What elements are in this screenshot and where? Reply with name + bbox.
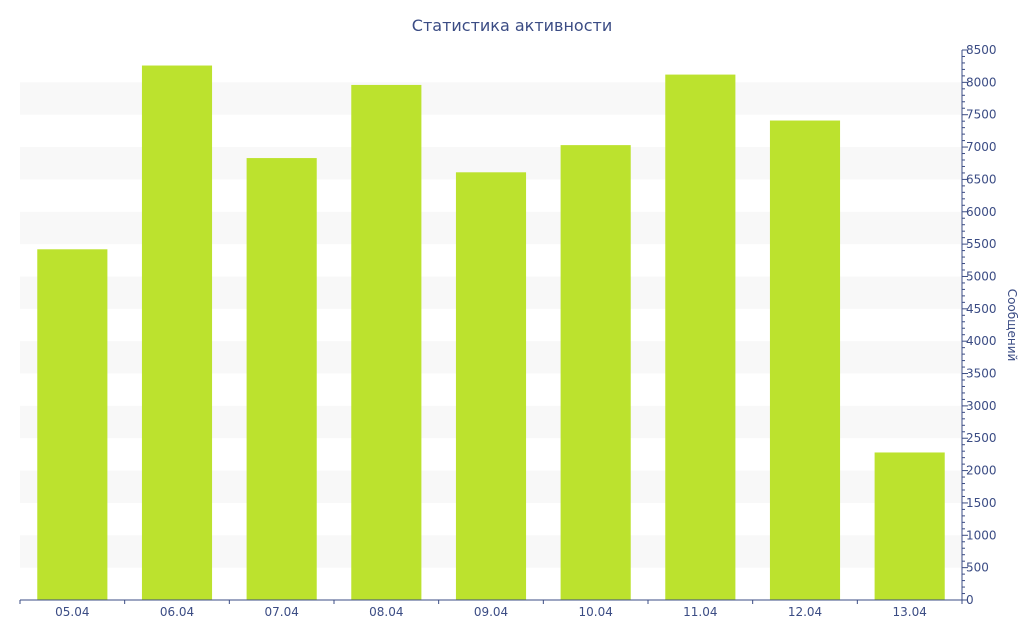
x-tick-label: 12.04	[788, 605, 822, 619]
y-tick-label: 7500	[966, 108, 997, 122]
x-tick-label: 06.04	[160, 605, 194, 619]
y-tick-label: 8500	[966, 43, 997, 57]
bars	[37, 65, 945, 601]
bar-07.04	[246, 158, 317, 600]
bar-13.04	[874, 452, 945, 600]
x-tick-label: 07.04	[264, 605, 298, 619]
y-tick-label: 2000	[966, 464, 997, 478]
y-tick-label: 4500	[966, 302, 997, 316]
bar-10.04	[560, 145, 631, 600]
chart-title: Статистика активности	[412, 16, 612, 35]
bar-12.04	[769, 120, 841, 600]
x-tick-label: 11.04	[683, 605, 717, 619]
y-tick-label: 4000	[966, 334, 997, 348]
y-axis-title: Сообщений	[1005, 289, 1019, 362]
x-tick-label: 13.04	[892, 605, 926, 619]
y-ticks: 0 500 1000 1500 2000 2500 3000 3500 4000 4500 5000…	[962, 43, 997, 607]
y-tick-label: 500	[966, 561, 989, 575]
y-tick-label: 1500	[966, 496, 997, 510]
x-tick-label: 05.04	[55, 605, 89, 619]
y-tick-label: 6500	[966, 172, 997, 186]
y-tick-label: 2500	[966, 431, 997, 445]
x-tick-label: 09.04	[474, 605, 508, 619]
y-tick-label: 6000	[966, 205, 997, 219]
y-tick-label: 0	[966, 593, 974, 607]
bar-05.04	[37, 249, 108, 600]
bar-09.04	[455, 172, 527, 600]
bar-06.04	[141, 65, 213, 600]
y-tick-label: 3000	[966, 399, 997, 413]
x-ticks: 05.04 06.04 07.04 08.04 09.04 10.04 11.04 12.04…	[19, 600, 963, 619]
y-tick-label: 8000	[966, 75, 997, 89]
x-tick-label: 08.04	[369, 605, 403, 619]
axes	[20, 50, 963, 601]
y-tick-label: 3500	[966, 367, 997, 381]
bar-11.04	[665, 74, 736, 600]
x-tick-label: 10.04	[578, 605, 612, 619]
y-tick-label: 1000	[966, 528, 997, 542]
bar-08.04	[351, 84, 422, 601]
y-tick-label: 5000	[966, 269, 997, 283]
y-tick-label: 5500	[966, 237, 997, 251]
y-tick-label: 7000	[966, 140, 997, 154]
